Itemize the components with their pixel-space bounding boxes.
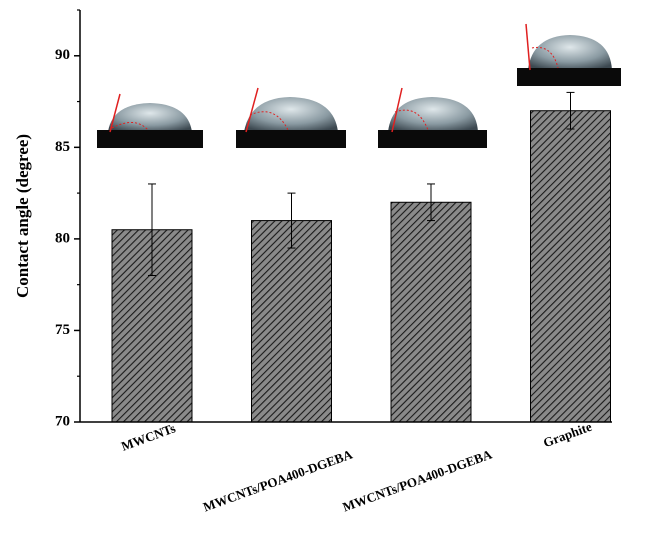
bar (391, 202, 471, 422)
y-tick-label: 85 (55, 139, 70, 155)
droplet-image (236, 88, 346, 148)
x-tick-label: MWCNTs/POA400-DGEBA (201, 446, 355, 514)
y-tick-label: 80 (55, 230, 70, 246)
y-tick-label: 70 (55, 413, 70, 429)
x-tick-label: MWCNTs (119, 420, 177, 453)
y-tick-label: 75 (55, 322, 70, 338)
bar (252, 221, 332, 422)
droplet-image (97, 94, 203, 148)
y-axis-label: Contact angle (degree) (13, 134, 32, 298)
bar (531, 111, 611, 422)
y-tick-label: 90 (55, 47, 70, 63)
x-tick-label: MWCNTs/POA400-DGEBA (341, 446, 495, 514)
droplet-image (517, 24, 621, 86)
chart: Contact angle (degree) MWCNTsMWCNTs (0, 0, 648, 554)
x-tick-label: Graphite (541, 419, 594, 450)
droplet-image (378, 88, 487, 148)
